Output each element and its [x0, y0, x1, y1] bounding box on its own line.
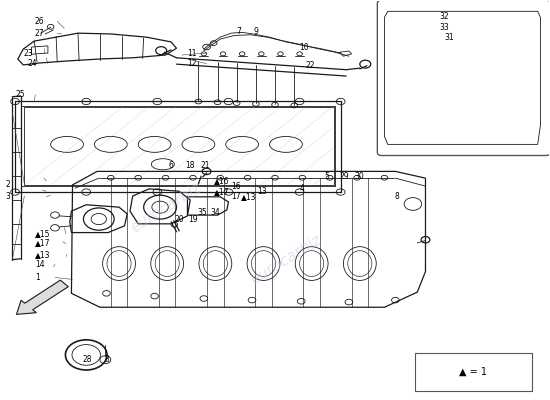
Text: 4: 4	[300, 184, 305, 193]
Text: 24: 24	[28, 59, 37, 68]
Text: 17: 17	[231, 192, 241, 201]
Text: 27: 27	[34, 29, 44, 38]
Text: ▲13: ▲13	[241, 192, 256, 201]
Text: 22: 22	[305, 61, 315, 70]
Text: 20: 20	[174, 215, 184, 224]
Text: ▲13: ▲13	[35, 250, 51, 259]
Text: 8: 8	[394, 192, 399, 200]
Text: 28: 28	[82, 355, 92, 364]
Text: 33: 33	[439, 23, 449, 32]
Text: 14: 14	[35, 260, 45, 269]
Text: 13: 13	[257, 187, 267, 196]
Text: 31: 31	[444, 34, 454, 42]
Text: 23: 23	[23, 48, 33, 58]
Text: ▲17: ▲17	[214, 187, 229, 196]
Text: 35: 35	[197, 208, 207, 217]
Text: 26: 26	[34, 17, 44, 26]
Text: 16: 16	[231, 182, 241, 190]
Text: ▲15: ▲15	[35, 229, 51, 238]
Text: 21: 21	[200, 160, 210, 170]
Text: ▲17: ▲17	[35, 238, 51, 247]
Text: 8: 8	[104, 355, 109, 364]
Text: ▲ = 1: ▲ = 1	[459, 367, 487, 377]
Text: eurocarbiz: eurocarbiz	[128, 180, 204, 236]
Text: 25: 25	[15, 90, 25, 99]
Text: 2: 2	[6, 180, 10, 189]
Text: 6: 6	[168, 160, 173, 170]
Text: 18: 18	[185, 160, 194, 170]
Text: 12: 12	[188, 59, 197, 68]
Text: 5: 5	[324, 172, 329, 182]
Text: 10: 10	[300, 42, 309, 52]
Text: 9: 9	[253, 27, 258, 36]
Text: eurocarbiz: eurocarbiz	[248, 232, 324, 287]
Text: 32: 32	[439, 12, 449, 21]
Text: 34: 34	[211, 208, 220, 217]
Text: 7: 7	[236, 27, 241, 36]
Text: 11: 11	[188, 48, 197, 58]
Text: 1: 1	[35, 273, 40, 282]
Text: 3: 3	[6, 192, 10, 200]
Text: ▲16: ▲16	[214, 176, 229, 186]
FancyBboxPatch shape	[377, 0, 550, 156]
Text: 19: 19	[189, 215, 198, 224]
FancyArrow shape	[16, 280, 68, 314]
Text: 29: 29	[339, 172, 349, 182]
FancyBboxPatch shape	[415, 353, 532, 391]
Text: 30: 30	[354, 172, 364, 182]
